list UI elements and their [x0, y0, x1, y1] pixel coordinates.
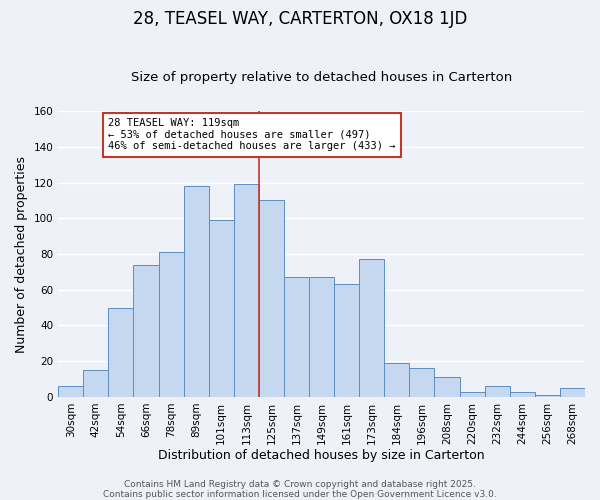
Text: 28, TEASEL WAY, CARTERTON, OX18 1JD: 28, TEASEL WAY, CARTERTON, OX18 1JD [133, 10, 467, 28]
Bar [309, 277, 334, 397]
Bar [284, 277, 309, 397]
Bar [234, 184, 259, 397]
Text: 28 TEASEL WAY: 119sqm
← 53% of detached houses are smaller (497)
46% of semi-det: 28 TEASEL WAY: 119sqm ← 53% of detached … [109, 118, 396, 152]
Text: Contains HM Land Registry data © Crown copyright and database right 2025.: Contains HM Land Registry data © Crown c… [124, 480, 476, 489]
Bar [184, 186, 209, 397]
Bar [560, 388, 585, 397]
Bar [209, 220, 234, 397]
Bar [83, 370, 109, 397]
Bar [485, 386, 510, 397]
Title: Size of property relative to detached houses in Carterton: Size of property relative to detached ho… [131, 70, 512, 84]
Bar [158, 252, 184, 397]
Bar [535, 395, 560, 397]
Bar [460, 392, 485, 397]
Y-axis label: Number of detached properties: Number of detached properties [15, 156, 28, 352]
Text: Contains public sector information licensed under the Open Government Licence v3: Contains public sector information licen… [103, 490, 497, 499]
Bar [334, 284, 359, 397]
Bar [510, 392, 535, 397]
Bar [385, 363, 409, 397]
Bar [259, 200, 284, 397]
Bar [133, 264, 158, 397]
Bar [359, 260, 385, 397]
X-axis label: Distribution of detached houses by size in Carterton: Distribution of detached houses by size … [158, 450, 485, 462]
Bar [109, 308, 133, 397]
Bar [58, 386, 83, 397]
Bar [409, 368, 434, 397]
Bar [434, 378, 460, 397]
